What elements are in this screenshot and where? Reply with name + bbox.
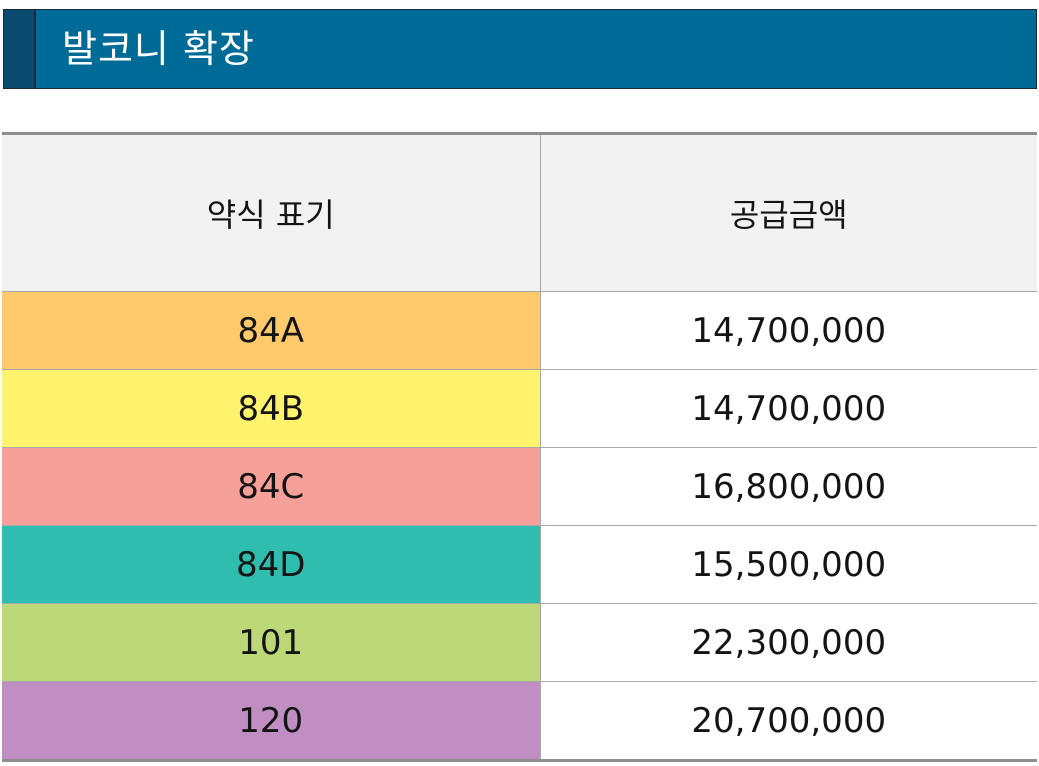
amount-cell: 14,700,000 — [539, 369, 1037, 448]
amount-cell: 15,500,000 — [539, 525, 1037, 604]
table-row: 101 22,300,000 — [2, 603, 1037, 682]
amount-cell: 14,700,000 — [539, 291, 1037, 370]
column-header-type: 약식 표기 — [2, 133, 541, 292]
type-cell: 120 — [2, 681, 541, 761]
type-cell: 84C — [2, 447, 541, 526]
amount-cell: 20,700,000 — [539, 681, 1037, 761]
amount-cell: 22,300,000 — [539, 603, 1037, 682]
section-title: 발코니 확장 — [62, 27, 255, 71]
price-table-container: 약식 표기 공급금액 84A 14,700,000 84B 14,700,000… — [2, 132, 1037, 762]
table-header-row: 약식 표기 공급금액 — [2, 133, 1037, 292]
section-title-bar: 발코니 확장 — [3, 9, 1037, 89]
column-header-amount: 공급금액 — [539, 133, 1037, 292]
title-accent-block — [4, 10, 36, 88]
type-cell: 84B — [2, 369, 541, 448]
type-cell: 84D — [2, 525, 541, 604]
table-row: 84B 14,700,000 — [2, 369, 1037, 448]
table-row: 120 20,700,000 — [2, 681, 1037, 761]
table-row: 84C 16,800,000 — [2, 447, 1037, 526]
amount-cell: 16,800,000 — [539, 447, 1037, 526]
table-row: 84A 14,700,000 — [2, 291, 1037, 370]
price-table: 약식 표기 공급금액 84A 14,700,000 84B 14,700,000… — [2, 132, 1037, 762]
type-cell: 84A — [2, 291, 541, 370]
table-row: 84D 15,500,000 — [2, 525, 1037, 604]
type-cell: 101 — [2, 603, 541, 682]
